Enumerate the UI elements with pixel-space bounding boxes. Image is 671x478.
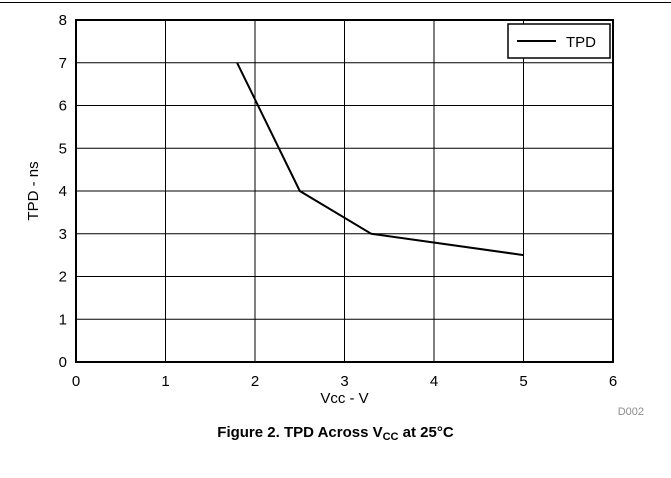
figure-caption: Figure 2. TPD Across VCC at 25°C [0, 424, 671, 443]
y-tick-label: 6 [59, 98, 67, 115]
y-tick-label: 3 [59, 226, 67, 243]
series-line-0 [236, 62, 524, 257]
plot-area-frame [75, 19, 614, 363]
y-tick-label: 4 [59, 183, 67, 200]
caption-subscript: CC [382, 431, 399, 443]
x-tick-label: 4 [430, 373, 438, 390]
x-axis-ticks: 0 1 2 3 4 5 6 [72, 373, 617, 390]
y-tick-label: 0 [59, 354, 67, 371]
y-tick-label: 2 [59, 269, 67, 286]
y-tick-label: 8 [59, 12, 67, 29]
legend-label: TPD [566, 34, 596, 51]
x-tick-label: 6 [609, 373, 617, 390]
legend-box [507, 23, 611, 59]
caption-suffix: at 25°C [398, 424, 454, 441]
x-tick-label: 5 [519, 373, 527, 390]
series-group [236, 62, 524, 257]
figure-code: D002 [618, 406, 644, 418]
top-rule [0, 2, 671, 3]
tpd-chart: 0 1 2 3 4 5 6 0 1 2 3 4 5 6 7 8 Vcc - V TPD - ns TPD D… [25, 12, 644, 418]
x-tick-label: 3 [340, 373, 348, 390]
x-tick-label: 2 [251, 373, 259, 390]
y-axis-title: TPD - ns [25, 161, 42, 220]
legend: TPD [507, 23, 611, 59]
x-tick-label: 0 [72, 373, 80, 390]
chart-grid [76, 20, 613, 362]
y-axis-ticks: 0 1 2 3 4 5 6 7 8 [59, 12, 67, 371]
y-tick-label: 1 [59, 311, 67, 328]
x-tick-label: 1 [161, 373, 169, 390]
caption-prefix: Figure 2. TPD Across V [217, 424, 383, 441]
x-axis-title: Vcc - V [320, 390, 368, 407]
y-tick-label: 7 [59, 55, 67, 72]
y-tick-label: 5 [59, 140, 67, 157]
